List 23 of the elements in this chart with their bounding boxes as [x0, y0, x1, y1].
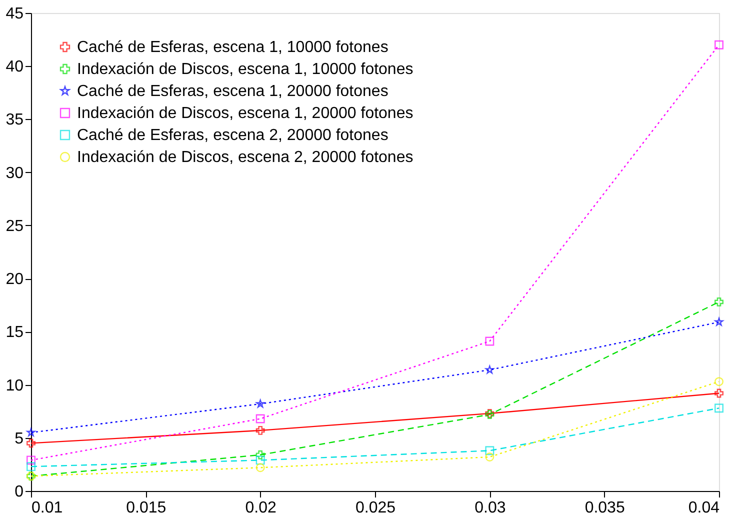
y-tick-label: 40 — [6, 58, 24, 76]
legend-label: Caché de Esferas, escena 2, 20000 fotones — [77, 127, 388, 144]
x-tick-label: 0.02 — [245, 500, 277, 516]
x-tick-label: 0.04 — [688, 500, 720, 516]
legend-label: Indexación de Discos, escena 1, 10000 fotones — [77, 61, 414, 78]
x-tick-label: 0.015 — [126, 500, 166, 516]
legend-label: Caché de Esferas, escena 1, 10000 fotones — [77, 39, 388, 56]
y-tick-label: 30 — [6, 164, 24, 182]
y-tick-label: 20 — [6, 271, 24, 288]
y-tick-label: 0 — [14, 484, 24, 500]
x-tick-label: 0.035 — [584, 500, 625, 516]
legend-label: Caché de Esferas, escena 1, 20000 fotones — [77, 83, 388, 100]
y-tick-label: 35 — [6, 112, 24, 129]
x-tick-label: 0.03 — [474, 500, 506, 516]
y-tick-label: 15 — [6, 324, 24, 342]
legend-label: Indexación de Discos, escena 2, 20000 fotones — [77, 149, 414, 166]
legend-label: Indexación de Discos, escena 1, 20000 fotones — [77, 105, 414, 122]
y-tick-label: 25 — [6, 218, 24, 235]
x-tick-label: 0.01 — [32, 500, 63, 516]
x-tick-label: 0.025 — [355, 500, 396, 516]
y-tick-label: 5 — [14, 430, 24, 448]
y-tick-label: 45 — [6, 6, 24, 22]
y-tick-label: 10 — [6, 377, 24, 394]
